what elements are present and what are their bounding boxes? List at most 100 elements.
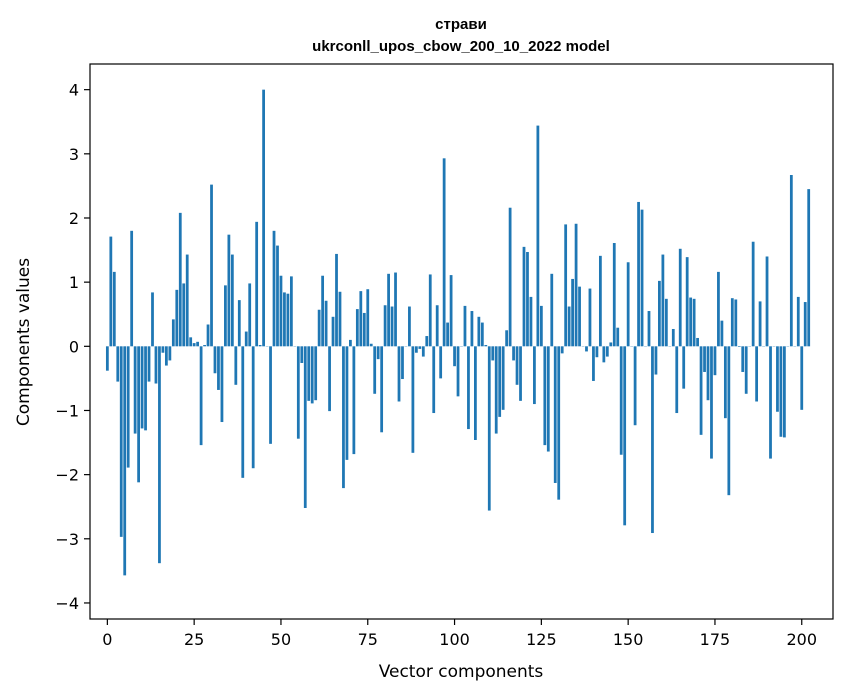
bar (262, 89, 265, 347)
bar (585, 346, 588, 352)
bar (303, 346, 307, 508)
bar (227, 234, 231, 347)
bar (418, 346, 422, 349)
bar (477, 316, 481, 347)
y-tick-label: 4 (69, 81, 79, 100)
bar (456, 346, 460, 397)
bar (730, 298, 734, 347)
bar (737, 346, 741, 347)
x-tick-label: 75 (358, 630, 378, 649)
bar (439, 346, 443, 379)
bar (244, 331, 248, 347)
bar (706, 346, 710, 401)
bar (703, 346, 706, 372)
bar (230, 254, 234, 347)
bar (463, 305, 467, 347)
bar (484, 345, 488, 347)
bar (140, 346, 144, 429)
bar (779, 346, 783, 437)
bar (654, 346, 658, 375)
bar (769, 346, 772, 459)
bar (623, 346, 627, 526)
bar (609, 342, 613, 347)
bar (522, 246, 526, 347)
bar (203, 345, 206, 347)
bar (800, 346, 804, 410)
bar (539, 305, 543, 347)
bar (185, 254, 189, 347)
bar (307, 346, 311, 401)
bar (508, 207, 512, 347)
bar (369, 343, 373, 347)
bar (366, 289, 370, 347)
y-tick-label: 3 (69, 145, 79, 164)
bar (602, 346, 606, 363)
bar (647, 311, 651, 347)
chart-title: страви (435, 16, 487, 33)
bar (595, 346, 599, 358)
bar (390, 306, 394, 347)
bar (269, 346, 272, 444)
bar (446, 322, 449, 347)
bar (658, 280, 661, 347)
bar (550, 273, 554, 347)
bar (296, 346, 300, 439)
bar (564, 224, 568, 347)
bar (807, 189, 811, 347)
bar (626, 262, 630, 347)
y-tick-label: 0 (69, 337, 79, 356)
bar (543, 346, 547, 446)
bar (505, 330, 509, 347)
bar (776, 346, 779, 412)
bar (310, 346, 314, 404)
bar (519, 346, 522, 401)
bar (213, 346, 217, 374)
bar (286, 293, 290, 347)
bar (408, 306, 411, 347)
bar (178, 212, 182, 347)
bar (151, 292, 154, 347)
bar (331, 316, 335, 347)
bar (783, 346, 786, 438)
bar (421, 346, 425, 357)
bar (578, 286, 581, 347)
bars-group (105, 89, 811, 576)
bar (196, 341, 200, 347)
bar (435, 305, 439, 347)
bar (637, 201, 640, 347)
bar (720, 320, 724, 347)
y-tick-label: −4 (55, 594, 79, 613)
bar (567, 306, 571, 347)
bar (335, 253, 338, 347)
bar (717, 271, 720, 347)
bar (501, 346, 505, 410)
bar (529, 296, 533, 347)
bar (189, 337, 193, 347)
bar (126, 346, 130, 468)
bar (119, 346, 123, 537)
bar (234, 346, 238, 385)
bar (588, 288, 592, 347)
bar (685, 257, 689, 347)
bar (182, 283, 186, 347)
bar (283, 292, 286, 347)
bar (633, 346, 637, 426)
bar (741, 346, 745, 372)
bar (411, 346, 415, 453)
bar (467, 346, 470, 430)
bar (689, 297, 693, 347)
bar (546, 346, 550, 452)
bar (321, 275, 325, 347)
bar (651, 346, 654, 534)
x-tick-label: 50 (271, 630, 291, 649)
bar (199, 346, 203, 446)
x-tick-label: 125 (526, 630, 557, 649)
bar (616, 327, 620, 347)
bar (394, 272, 397, 347)
bar (592, 346, 595, 381)
bar (355, 309, 359, 347)
bar (328, 346, 331, 412)
bar (664, 298, 668, 347)
bar (487, 346, 491, 511)
